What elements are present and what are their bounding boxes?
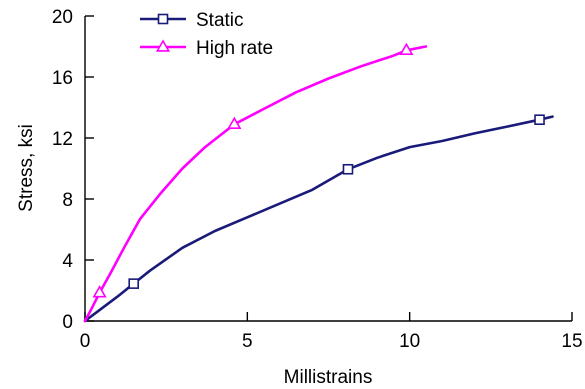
axes	[84, 16, 572, 322]
legend-label: Static	[196, 10, 244, 31]
x-tick-label: 10	[399, 331, 420, 352]
data-point-marker	[342, 163, 354, 175]
data-point-marker	[92, 285, 107, 298]
data-point-marker	[227, 116, 242, 129]
x-tick-label: 5	[242, 331, 253, 352]
data-point-marker	[399, 42, 414, 56]
series	[83, 42, 554, 323]
series-high-rate	[83, 42, 428, 323]
y-axis-title: Stress, ksi	[16, 124, 37, 212]
series-line	[83, 45, 428, 323]
legend-label: High rate	[196, 38, 273, 59]
y-tick-label: 0	[62, 312, 73, 333]
y-tick-label: 12	[52, 129, 73, 150]
x-axis-title: Millistrains	[284, 367, 373, 388]
x-tick-label: 15	[561, 331, 582, 352]
data-point-marker	[534, 114, 545, 125]
data-point-marker	[128, 278, 139, 289]
ticks: 0 5 10 15 0 4 8 12 16 20	[52, 7, 583, 352]
series-static	[83, 114, 554, 323]
legend-marker	[157, 13, 169, 25]
y-tick-label: 8	[62, 190, 73, 211]
x-tick-label: 0	[80, 331, 91, 352]
legend: Static High rate	[140, 10, 273, 59]
y-tick-label: 4	[62, 251, 73, 272]
legend-marker	[155, 39, 171, 52]
y-tick-label: 16	[52, 68, 73, 89]
y-tick-label: 20	[52, 7, 73, 28]
series-line	[83, 115, 554, 323]
